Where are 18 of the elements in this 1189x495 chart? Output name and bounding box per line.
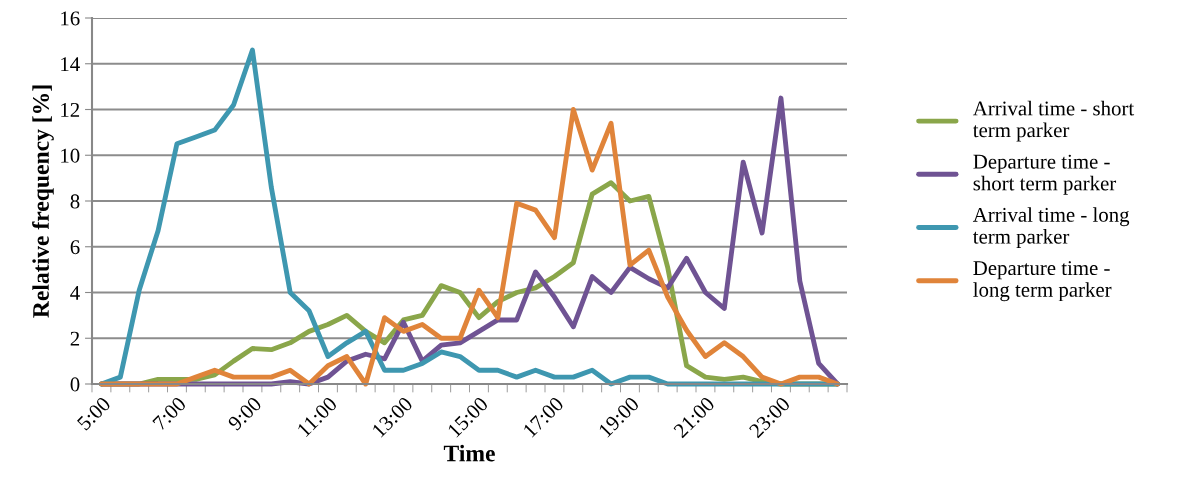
y-tick-label: 2 bbox=[70, 331, 80, 346]
y-tick-label: 14 bbox=[61, 57, 80, 71]
legend-label: Departure time - long term parker bbox=[973, 261, 1112, 302]
y-tick-label: 8 bbox=[70, 194, 80, 209]
x-axis-title: Time bbox=[443, 444, 495, 462]
y-tick-label: 12 bbox=[61, 102, 80, 117]
x-tick-label: 7:00 bbox=[152, 396, 187, 431]
legend-label: Arrival time - short term parker bbox=[972, 100, 1135, 142]
y-tick-label: 4 bbox=[70, 286, 80, 300]
y-tick-label: 10 bbox=[61, 148, 80, 163]
y-tick-label: 6 bbox=[70, 240, 80, 255]
legend-label: Arrival time - long term parker bbox=[972, 207, 1130, 248]
y-tick-label: 16 bbox=[61, 11, 80, 26]
y-tick-label: 0 bbox=[70, 377, 80, 392]
x-tick-label: 5:00 bbox=[76, 396, 112, 431]
y-axis-title: Relative frequency [%] bbox=[32, 85, 54, 318]
legend-label: Departure time - short term parker bbox=[973, 154, 1117, 195]
x-tick-label: 9:00 bbox=[227, 396, 263, 432]
